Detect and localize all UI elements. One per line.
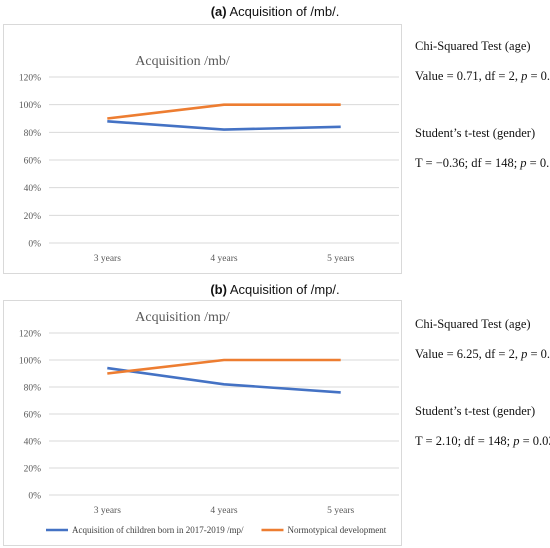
y-tick-label: 120%	[19, 74, 41, 84]
y-tick-label: 40%	[24, 184, 42, 194]
caption-a-text: Acquisition of /mb/.	[226, 4, 340, 19]
chi-heading-mb: Chi-Squared Test (age)	[415, 39, 531, 53]
x-tick-label: 4 years	[210, 506, 237, 516]
y-tick-label: 60%	[24, 157, 42, 167]
t-value-mp: T = 2.10; df = 148; p = 0.03	[415, 433, 550, 448]
caption-b-text: Acquisition of /mp/.	[226, 282, 340, 297]
y-tick-label: 40%	[24, 438, 42, 448]
chi-value-mb: Value = 0.71, df = 2, p = 0.69	[415, 69, 550, 84]
caption-b-tag: (b)	[210, 282, 227, 297]
chart-mp: Acquisition /mp/0% 20% 40% 60% 80% 100% 120% 3 …	[3, 300, 402, 546]
y-tick-label: 120%	[19, 330, 41, 340]
chart-svg: Acquisition /mp/0% 20% 40% 60% 80% 100% 120% 3 …	[19, 310, 399, 535]
caption-a: (a) Acquisition of /mb/.	[0, 4, 550, 19]
y-tick-label: 20%	[24, 465, 42, 475]
y-tick-label: 100%	[19, 357, 41, 367]
stats-mp: Chi-Squared Test (age) Value = 6.25, df …	[415, 316, 550, 449]
y-tick-label: 80%	[24, 129, 42, 139]
x-tick-label: 3 years	[94, 506, 121, 516]
caption-a-tag: (a)	[210, 4, 227, 19]
chart-title: Acquisition /mb/	[135, 54, 230, 69]
chart-mb: Acquisition /mb/0% 20% 40% 60% 80% 100% 120% 3 …	[3, 24, 402, 274]
y-tick-label: 20%	[24, 212, 42, 222]
x-tick-label: 3 years	[94, 254, 121, 264]
t-heading-mb: Student’s t-test (gender)	[415, 125, 536, 140]
x-tick-label: 4 years	[210, 254, 237, 264]
legend-label-2: Normotypical development	[287, 525, 386, 535]
chart-title: Acquisition /mp/	[135, 310, 230, 325]
chi-heading-mp: Chi-Squared Test (age)	[415, 317, 531, 331]
series-line-1	[107, 120, 341, 131]
chi-value-mp: Value = 6.25, df = 2, p = 0.04	[415, 347, 550, 362]
y-tick-label: 0%	[28, 240, 41, 250]
series-line-2	[107, 358, 341, 375]
chart-svg: Acquisition /mb/0% 20% 40% 60% 80% 100% 120% 3 …	[19, 54, 399, 264]
t-heading-mp: Student’s t-test (gender)	[415, 403, 536, 418]
series-line-2	[107, 103, 341, 120]
t-value-mb: T = −0.36; df = 148; p = 0.71	[415, 155, 550, 170]
stats-mb: Chi-Squared Test (age) Value = 0.71, df …	[415, 38, 550, 171]
x-tick-label: 5 years	[327, 254, 354, 264]
y-tick-label: 60%	[24, 411, 42, 421]
legend-label-1: Acquisition of children born in 2017-201…	[72, 525, 244, 535]
y-tick-label: 0%	[28, 492, 41, 502]
caption-b: (b) Acquisition of /mp/.	[0, 282, 550, 297]
y-tick-label: 100%	[19, 101, 41, 111]
series-line-1	[107, 366, 341, 394]
x-tick-label: 5 years	[327, 506, 354, 516]
y-tick-label: 80%	[24, 384, 42, 394]
